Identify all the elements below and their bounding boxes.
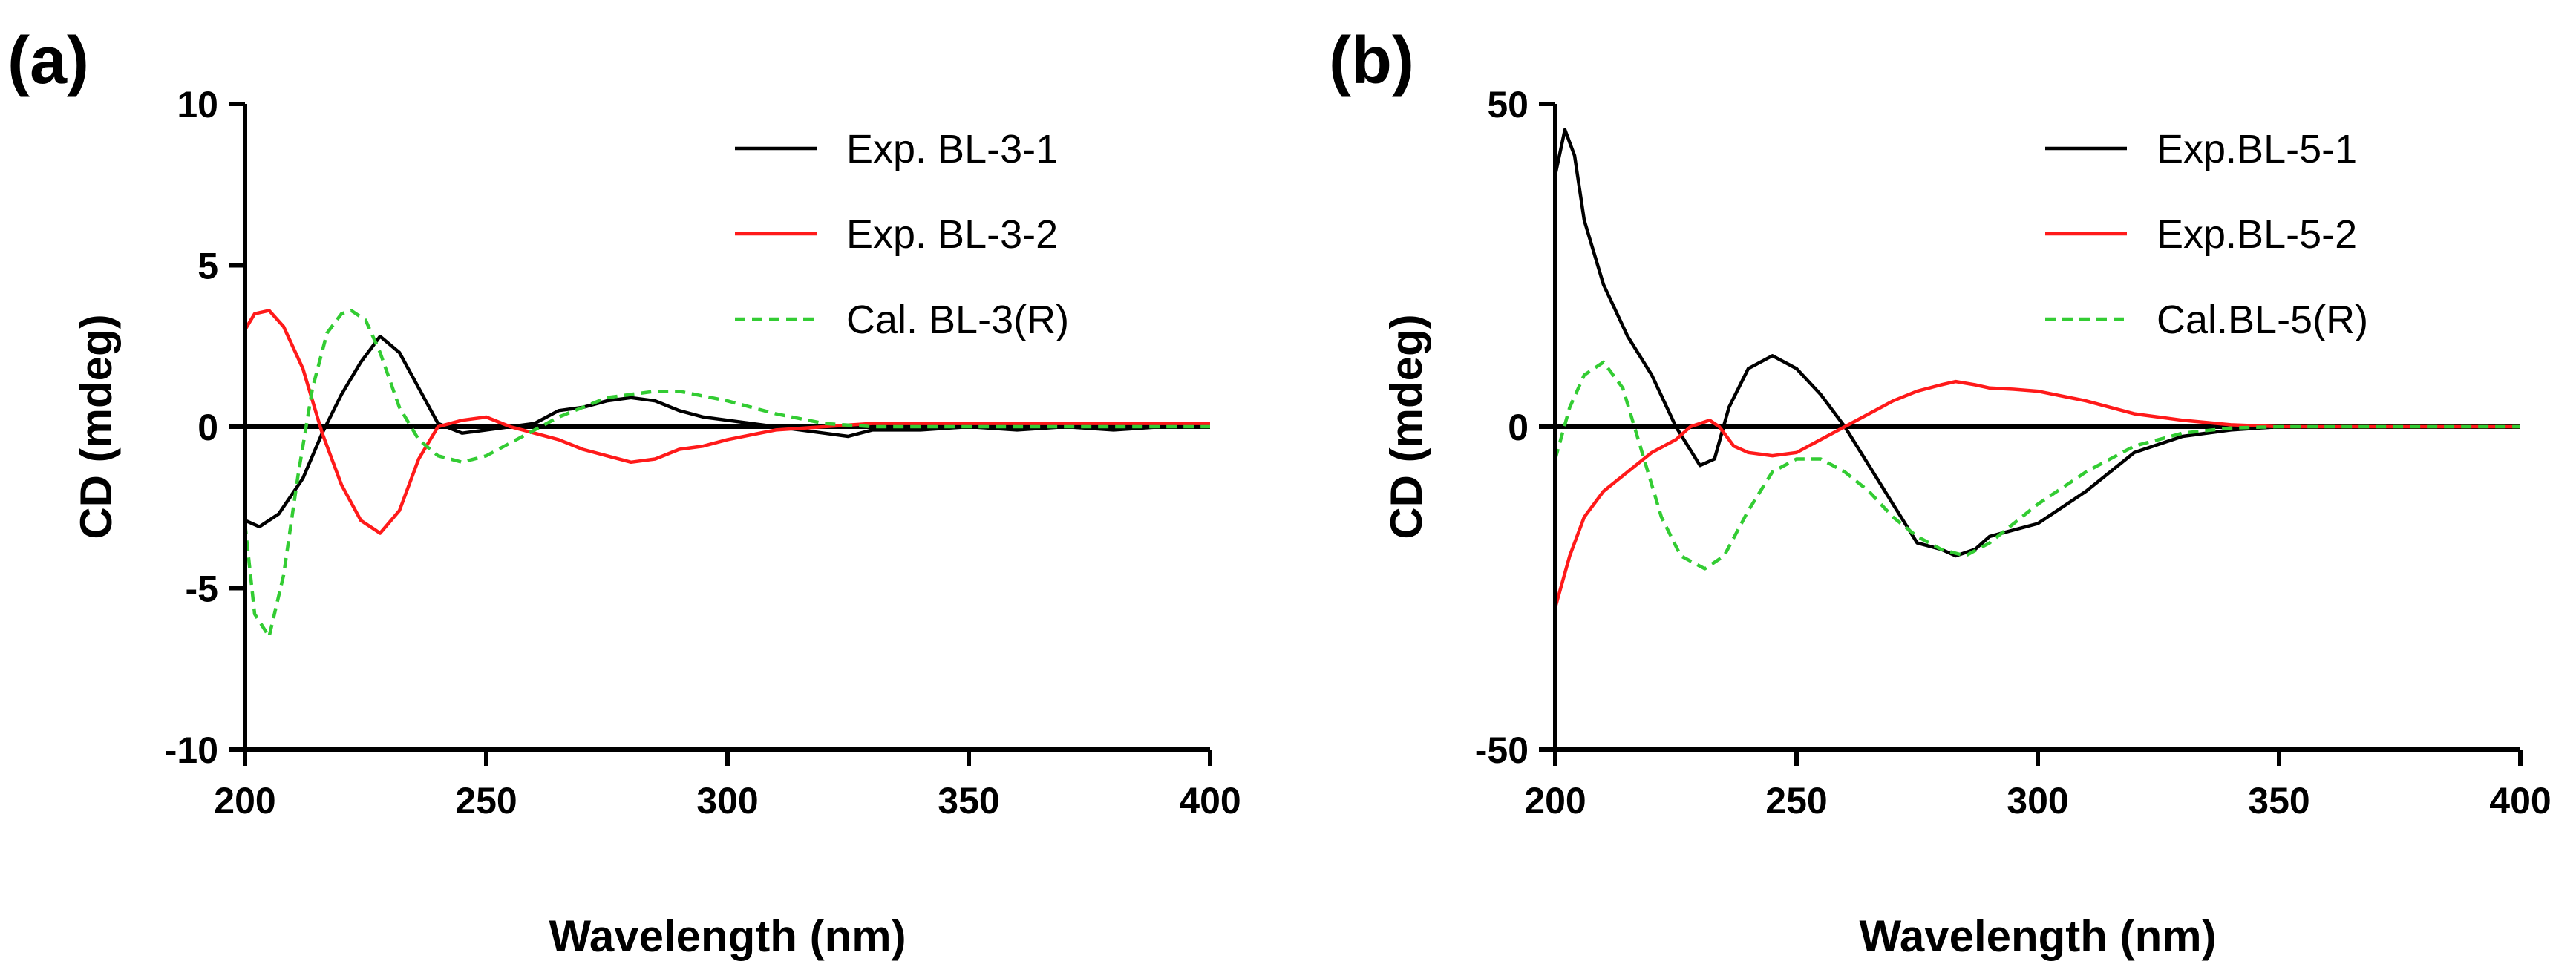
panel-b-y-tick-label: 0 [1508, 407, 1529, 448]
panel-a-y-tick-label: 0 [197, 407, 218, 448]
panel-a-y-axis-title: CD (mdeg) [71, 314, 121, 539]
panel-b-y-axis-title: CD (mdeg) [1382, 314, 1431, 539]
panel-a-legend-label-3: Cal. BL-3(R) [846, 298, 1069, 342]
panel-b-x-tick-label: 350 [2248, 780, 2309, 822]
panel-b-y-tick-label: 50 [1487, 84, 1529, 125]
panel-a-y-tick-label: 10 [177, 84, 218, 125]
panel-a-x-tick-label: 350 [938, 780, 999, 822]
panel-a-label: (a) [7, 24, 89, 98]
panel-a-x-tick-label: 400 [1179, 780, 1240, 822]
panel-b-plot: 200 250 300 350 400 -50 0 50 [1475, 84, 2552, 822]
panel-b-x-axis-title: Wavelength (nm) [1859, 911, 2216, 961]
panel-b-legend-label-2: Exp.BL-5-2 [2157, 212, 2357, 257]
panel-b-label: (b) [1329, 24, 1414, 98]
panel-a-legend: Exp. BL-3-1 Exp. BL-3-2 Cal. BL-3(R) [735, 127, 1069, 342]
panel-a-plot: 200 250 300 350 400 -10 -5 0 5 10 [165, 84, 1241, 822]
panel-b-x-tick-label: 200 [1524, 780, 1586, 822]
panel-a-series-line-1 [244, 334, 1210, 529]
panel-a-x-tick-label: 300 [696, 780, 758, 822]
panel-b-x-tick-label: 250 [1765, 780, 1827, 822]
panel-a-legend-label-2: Exp. BL-3-2 [846, 212, 1058, 257]
panel-a-y-tick-label: 5 [197, 246, 218, 287]
panel-b-x-tick-label: 300 [2007, 780, 2068, 822]
panel-b-x-tick-label: 400 [2489, 780, 2551, 822]
panel-a-y-tick-label: -5 [186, 568, 218, 610]
panel-a-series-line-2 [243, 309, 1210, 535]
panel-a-y-tick-label: -10 [165, 729, 218, 771]
panel-b-legend: Exp.BL-5-1 Exp.BL-5-2 Cal.BL-5(R) [2045, 127, 2368, 342]
panel-b-legend-label-1: Exp.BL-5-1 [2157, 127, 2357, 171]
panel-a-x-axis-title: Wavelength (nm) [549, 911, 906, 961]
panel-a: (a) CD (mdeg) Wavelength (nm) 200 250 300 3… [7, 24, 1241, 961]
panel-b: (b) CD (mdeg) Wavelength (nm) 200 250 300 3… [1329, 24, 2552, 961]
panel-a-legend-label-1: Exp. BL-3-1 [846, 127, 1058, 171]
panel-b-series-line-3 [1553, 360, 2520, 571]
panel-b-y-tick-label: -50 [1475, 729, 1529, 771]
panel-b-series-line-1 [1553, 128, 2520, 558]
panel-a-series-line-3 [243, 309, 1210, 639]
panel-a-x-tick-label: 250 [455, 780, 517, 822]
panel-a-x-tick-label: 200 [214, 780, 275, 822]
panel-b-legend-label-3: Cal.BL-5(R) [2157, 298, 2368, 342]
panel-b-series-line-2 [1553, 379, 2520, 609]
